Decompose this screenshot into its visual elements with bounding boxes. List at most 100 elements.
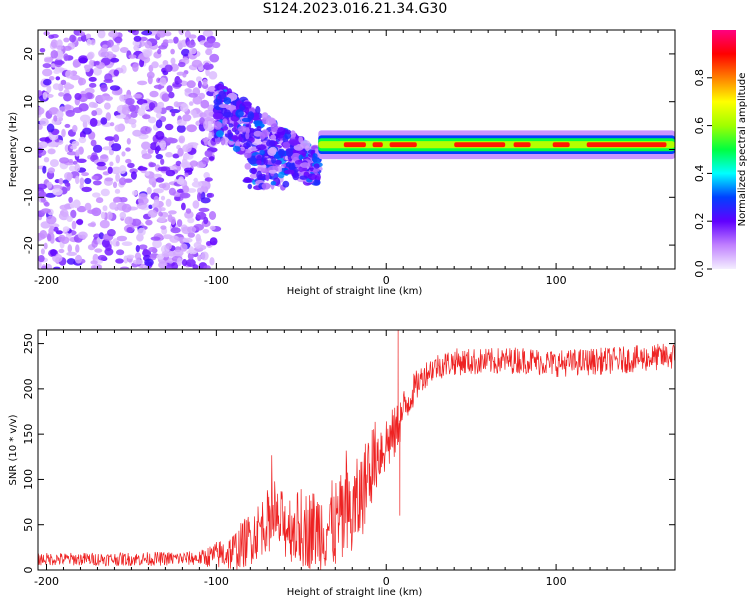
spectrogram-blob xyxy=(75,244,80,253)
top-xtick-label: -100 xyxy=(204,274,229,287)
spectrogram-blob xyxy=(255,144,267,151)
spectrogram-blob xyxy=(153,188,164,194)
spectrogram-blob xyxy=(298,136,304,144)
spectrogram-blob xyxy=(69,34,76,43)
spectrogram-blob xyxy=(209,225,216,231)
spectrogram-blob xyxy=(58,92,65,97)
spectrogram-blob xyxy=(148,102,156,111)
spectrogram-blob xyxy=(182,185,190,194)
spectrogram-blob xyxy=(195,211,207,220)
spectrogram-blob xyxy=(289,130,296,140)
spectrogram-blob xyxy=(139,36,148,42)
spectrogram-blob xyxy=(43,157,50,163)
spectrogram-blob xyxy=(53,69,61,74)
spectrogram-blob xyxy=(82,127,92,135)
spectrogram-blob xyxy=(62,226,70,232)
spectrogram-blob xyxy=(131,218,142,227)
spectrogram-blob xyxy=(42,63,52,69)
spectrogram-blob xyxy=(222,118,228,125)
spectrogram-blob xyxy=(87,209,98,214)
spectrogram-blob xyxy=(109,161,114,167)
spectrogram-blob xyxy=(124,216,133,225)
spectrogram-blob xyxy=(115,173,120,182)
spectrogram-blob xyxy=(186,40,196,48)
spectrogram-blob xyxy=(189,47,197,55)
spectrogram-blob xyxy=(67,244,72,253)
bottom-xtick-label: 100 xyxy=(546,575,567,588)
spectrogram-blob xyxy=(235,141,241,148)
spectrogram-blob xyxy=(202,229,210,234)
spectrogram-blob xyxy=(284,169,295,175)
spectral-hotspot xyxy=(513,142,531,148)
colorbar-gradient xyxy=(712,30,736,269)
spectrogram-blob xyxy=(47,233,52,242)
spectrogram-blob xyxy=(150,236,161,241)
spectrogram-blob xyxy=(247,111,255,120)
spectrogram-blob xyxy=(160,158,165,165)
spectrogram-blob xyxy=(212,41,221,49)
colorbar-tick-label: 0.6 xyxy=(693,117,706,135)
bottom-xtick-label: -100 xyxy=(204,575,229,588)
spectrogram-blob xyxy=(109,202,117,210)
spectrogram-blob xyxy=(142,248,149,254)
spectrogram-blob xyxy=(182,237,193,243)
spectrogram-blob xyxy=(142,114,151,120)
spectrogram-blob xyxy=(204,150,213,158)
spectrogram-blob xyxy=(192,109,197,119)
spectrogram-blob xyxy=(119,266,130,269)
spectrogram-blob xyxy=(48,34,55,39)
spectrogram-blob xyxy=(159,77,167,86)
spectrogram-blob xyxy=(256,170,263,180)
spectrogram-blob xyxy=(46,215,57,225)
spectrogram-blob xyxy=(144,171,150,177)
spectrogram-blob xyxy=(148,162,157,168)
spectrogram-blob xyxy=(79,114,91,123)
spectrogram-blob xyxy=(209,53,220,63)
spectrogram-blob xyxy=(118,165,127,174)
spectrogram-blob xyxy=(200,251,209,261)
spectrogram-blob xyxy=(172,83,182,88)
spectrogram-blob xyxy=(208,131,213,139)
spectrogram-blob xyxy=(110,57,120,63)
spectrogram-blob xyxy=(100,117,108,125)
spectrogram-blob xyxy=(90,265,96,269)
spectrogram-blob xyxy=(100,211,106,220)
spectrogram-blob xyxy=(43,201,50,207)
spectrogram-blob xyxy=(113,198,121,203)
spectrogram-blob xyxy=(74,163,81,172)
spectrogram-blob xyxy=(133,93,143,99)
spectrogram-blob xyxy=(204,62,210,71)
spectrogram-blob xyxy=(209,257,215,266)
spectrogram-blob xyxy=(157,216,166,223)
spectrogram-blob xyxy=(166,85,173,93)
spectrogram-blob xyxy=(66,151,77,156)
top-ylabel: Frequency (Hz) xyxy=(8,112,19,188)
spectrogram-blob xyxy=(152,239,162,249)
spectrogram-blob xyxy=(72,160,78,165)
spectrogram-blob xyxy=(155,112,162,119)
spectrogram-blob xyxy=(102,146,113,151)
spectrogram-blob xyxy=(125,147,131,152)
spectrogram-blob xyxy=(52,188,63,196)
spectrogram-blob xyxy=(133,44,140,52)
spectrogram-blob xyxy=(46,181,53,189)
spectrogram-blob xyxy=(209,156,215,161)
spectrogram-blob xyxy=(189,160,199,167)
spectrogram-blob xyxy=(116,249,125,256)
spectrogram-blob xyxy=(173,101,180,108)
spectrogram-blob xyxy=(107,166,113,174)
spectrogram-blob xyxy=(191,181,203,188)
spectrogram-blob xyxy=(232,134,238,142)
spectrogram-blob xyxy=(313,179,321,186)
spectrogram-blob xyxy=(188,92,199,98)
spectrogram-blob xyxy=(284,129,292,135)
spectrogram-blob xyxy=(75,219,84,225)
spectrogram-blob xyxy=(69,74,81,81)
spectrogram-blob xyxy=(168,187,176,196)
spectrogram-blob xyxy=(48,76,55,81)
spectrogram-blob xyxy=(268,169,277,174)
spectrogram-blob xyxy=(146,187,152,195)
spectrogram-blob xyxy=(185,208,192,214)
top-ytick-label: 0 xyxy=(22,146,35,153)
spectrogram-blob xyxy=(108,30,119,38)
